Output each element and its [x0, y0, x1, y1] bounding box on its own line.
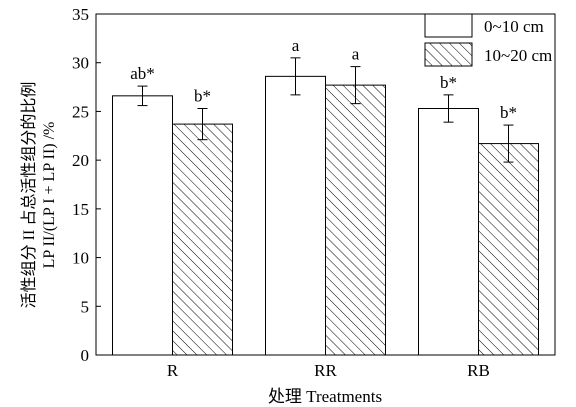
y-tick-label: 15 — [72, 200, 89, 219]
y-axis-title-line2: LP II/(LP I + LP II) /% — [41, 122, 58, 269]
significance-label: b* — [500, 103, 517, 122]
significance-label: ab* — [130, 64, 155, 83]
y-tick-label: 20 — [72, 151, 89, 170]
legend-swatch-series-2 — [424, 42, 473, 67]
x-tick-label: RB — [467, 361, 490, 380]
bar-R-series-1 — [112, 95, 173, 356]
y-axis-title: 活性组分 II 占总活性组分的比例 LP II/(LP I + LP II) /… — [20, 82, 58, 309]
x-axis-title: 处理 Treatments — [268, 387, 382, 406]
bar-RR-series-1 — [265, 75, 326, 356]
bar-RB-series-1 — [418, 108, 479, 356]
y-tick-label: 5 — [81, 297, 90, 316]
bar-RB-series-2 — [478, 143, 539, 356]
y-tick-label: 0 — [81, 346, 90, 365]
legend: 0~10 cm 10~20 cm — [424, 13, 552, 67]
significance-label: b* — [194, 87, 211, 106]
legend-label-series-1: 0~10 cm — [484, 17, 544, 36]
significance-label: a — [292, 36, 300, 55]
y-tick-label: 35 — [72, 5, 89, 24]
significance-label: b* — [440, 73, 457, 92]
y-axis-title-line1: 活性组分 II 占总活性组分的比例 — [20, 82, 38, 309]
y-tick-label: 30 — [72, 54, 89, 73]
x-tick-label: RR — [314, 361, 337, 380]
y-tick-label: 10 — [72, 249, 89, 268]
x-tick-label: R — [167, 361, 179, 380]
legend-label-series-2: 10~20 cm — [484, 46, 552, 65]
significance-label: a — [352, 45, 360, 64]
bar-RR-series-2 — [325, 84, 386, 356]
legend-swatch-series-1 — [424, 13, 473, 38]
y-tick-label: 25 — [72, 102, 89, 121]
bar-R-series-2 — [172, 123, 233, 356]
